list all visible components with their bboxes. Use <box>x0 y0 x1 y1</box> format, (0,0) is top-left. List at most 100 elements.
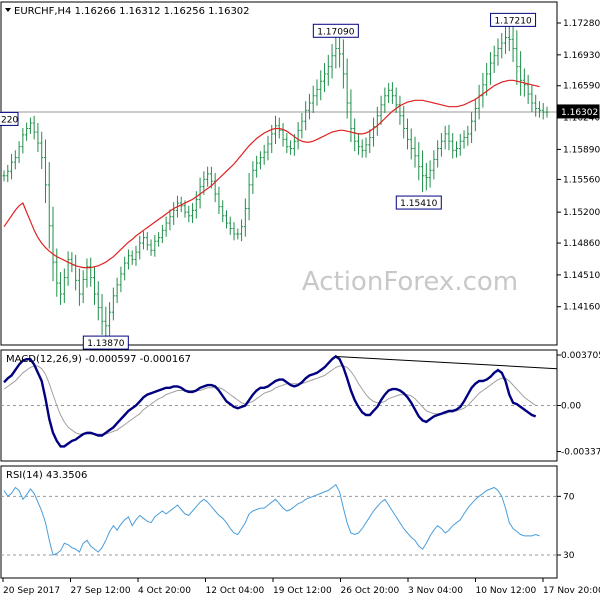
price-bar <box>81 270 85 304</box>
price-bar <box>243 198 247 237</box>
price-bar <box>209 166 213 189</box>
price-tick-label: 1.16930 <box>563 51 600 61</box>
price-panel: ActionForex.com 1.138701.170901.154101.1… <box>0 1 600 350</box>
price-bar <box>296 122 300 150</box>
price-tick-label: 1.14860 <box>563 239 600 249</box>
price-bar <box>187 205 191 223</box>
price-bar <box>285 133 289 154</box>
annotation-label: 1.13870 <box>87 339 124 349</box>
rsi-levels <box>1 495 557 556</box>
price-title: EURCHF,H4 1.16266 1.16312 1.16256 1.1630… <box>5 6 250 17</box>
price-tick-label: 1.15560 <box>563 175 600 185</box>
price-bar <box>402 105 406 139</box>
price-bar <box>507 25 511 52</box>
price-bar <box>157 232 161 247</box>
price-bar <box>96 281 100 321</box>
price-tick-label: 1.15890 <box>563 145 600 155</box>
price-bar <box>134 245 138 266</box>
dropdown-triangle-icon[interactable] <box>5 8 11 12</box>
price-bar <box>17 141 21 164</box>
price-bar <box>338 34 342 68</box>
price-bar <box>138 235 142 260</box>
price-bar <box>262 144 266 165</box>
price-bar <box>6 164 10 183</box>
price-bar <box>492 45 496 74</box>
time-tick-label: 17 Nov 20:00 <box>543 586 600 596</box>
price-bar <box>447 124 451 151</box>
price-bar <box>417 142 421 181</box>
price-bar <box>504 26 508 54</box>
price-bar <box>247 173 251 221</box>
annotation-label: 1.17210 <box>494 16 531 26</box>
time-tick-label: 4 Oct 20:00 <box>138 586 191 596</box>
moving-average-line <box>3 79 540 269</box>
price-bar <box>341 39 345 89</box>
price-bar <box>104 306 108 341</box>
price-bar <box>315 79 319 106</box>
price-tick-label: 1.16590 <box>563 82 600 92</box>
price-bar <box>356 133 360 155</box>
price-bar <box>145 232 149 251</box>
price-bar <box>108 302 112 336</box>
price-bar <box>326 54 330 86</box>
price-bar <box>470 112 474 144</box>
price-bar <box>372 117 376 147</box>
price-bar <box>115 277 119 304</box>
time-tick-label: 20 Sep 2017 <box>3 586 60 596</box>
macd-panel: 0.003705 0.00 -0.003379 MACD(12,26,9) -0.0… <box>0 349 600 462</box>
rsi-tick-label: 70 <box>563 492 575 502</box>
price-annotations: 1.13870 1.17090 1.15410 1.17210 220 <box>0 12 537 350</box>
price-bar <box>443 125 447 150</box>
price-bar <box>360 139 364 158</box>
price-bar <box>424 163 428 191</box>
price-bar <box>51 206 55 282</box>
price-tick-label: 1.14510 <box>563 271 600 281</box>
price-tick-label: 1.14160 <box>563 303 600 313</box>
price-bar <box>526 74 530 104</box>
price-bar <box>25 122 29 141</box>
time-tick-label: 26 Oct 20:00 <box>341 586 400 596</box>
price-bar <box>515 30 519 85</box>
price-bar <box>398 95 402 125</box>
price-bar <box>194 191 198 219</box>
time-axis: 20 Sep 2017 27 Sep 12:00 4 Oct 20:00 12 Oct… <box>2 578 600 596</box>
price-bar <box>300 113 304 139</box>
price-bar <box>198 177 202 209</box>
price-bar <box>368 129 372 154</box>
price-bar <box>334 35 338 69</box>
price-bar <box>330 43 334 79</box>
price-bar <box>100 293 104 335</box>
macd-title: MACD(12,26,9) -0.000597 -0.000167 <box>6 354 191 365</box>
price-bar <box>130 250 134 265</box>
price-bar <box>304 101 308 131</box>
price-bar <box>160 224 164 244</box>
price-tick-label: 1.16240 <box>563 114 600 124</box>
price-bar <box>224 210 228 229</box>
price-bar <box>413 136 417 168</box>
price-bar <box>47 162 51 249</box>
left-cut-text: 220 <box>1 115 18 125</box>
price-bar <box>206 166 210 187</box>
price-bar <box>43 139 47 204</box>
price-bar <box>232 222 236 241</box>
price-bar <box>153 234 157 257</box>
current-price-text: 1.16302 <box>561 108 598 118</box>
price-bar <box>66 251 70 286</box>
price-bar <box>519 51 523 96</box>
price-bar <box>319 70 323 101</box>
price-bar <box>172 202 176 225</box>
price-bar <box>383 87 387 114</box>
price-bar <box>541 103 545 120</box>
price-bar <box>485 63 489 96</box>
price-bar <box>481 73 485 108</box>
price-bar <box>534 94 538 117</box>
price-bar <box>545 106 549 118</box>
price-bar <box>307 93 311 120</box>
price-bar <box>537 101 541 118</box>
left-cut-label: 220 <box>0 111 19 126</box>
price-bar <box>221 200 225 223</box>
price-bar <box>405 118 409 150</box>
time-tick-label: 27 Sep 12:00 <box>71 586 131 596</box>
price-bar <box>311 85 315 114</box>
